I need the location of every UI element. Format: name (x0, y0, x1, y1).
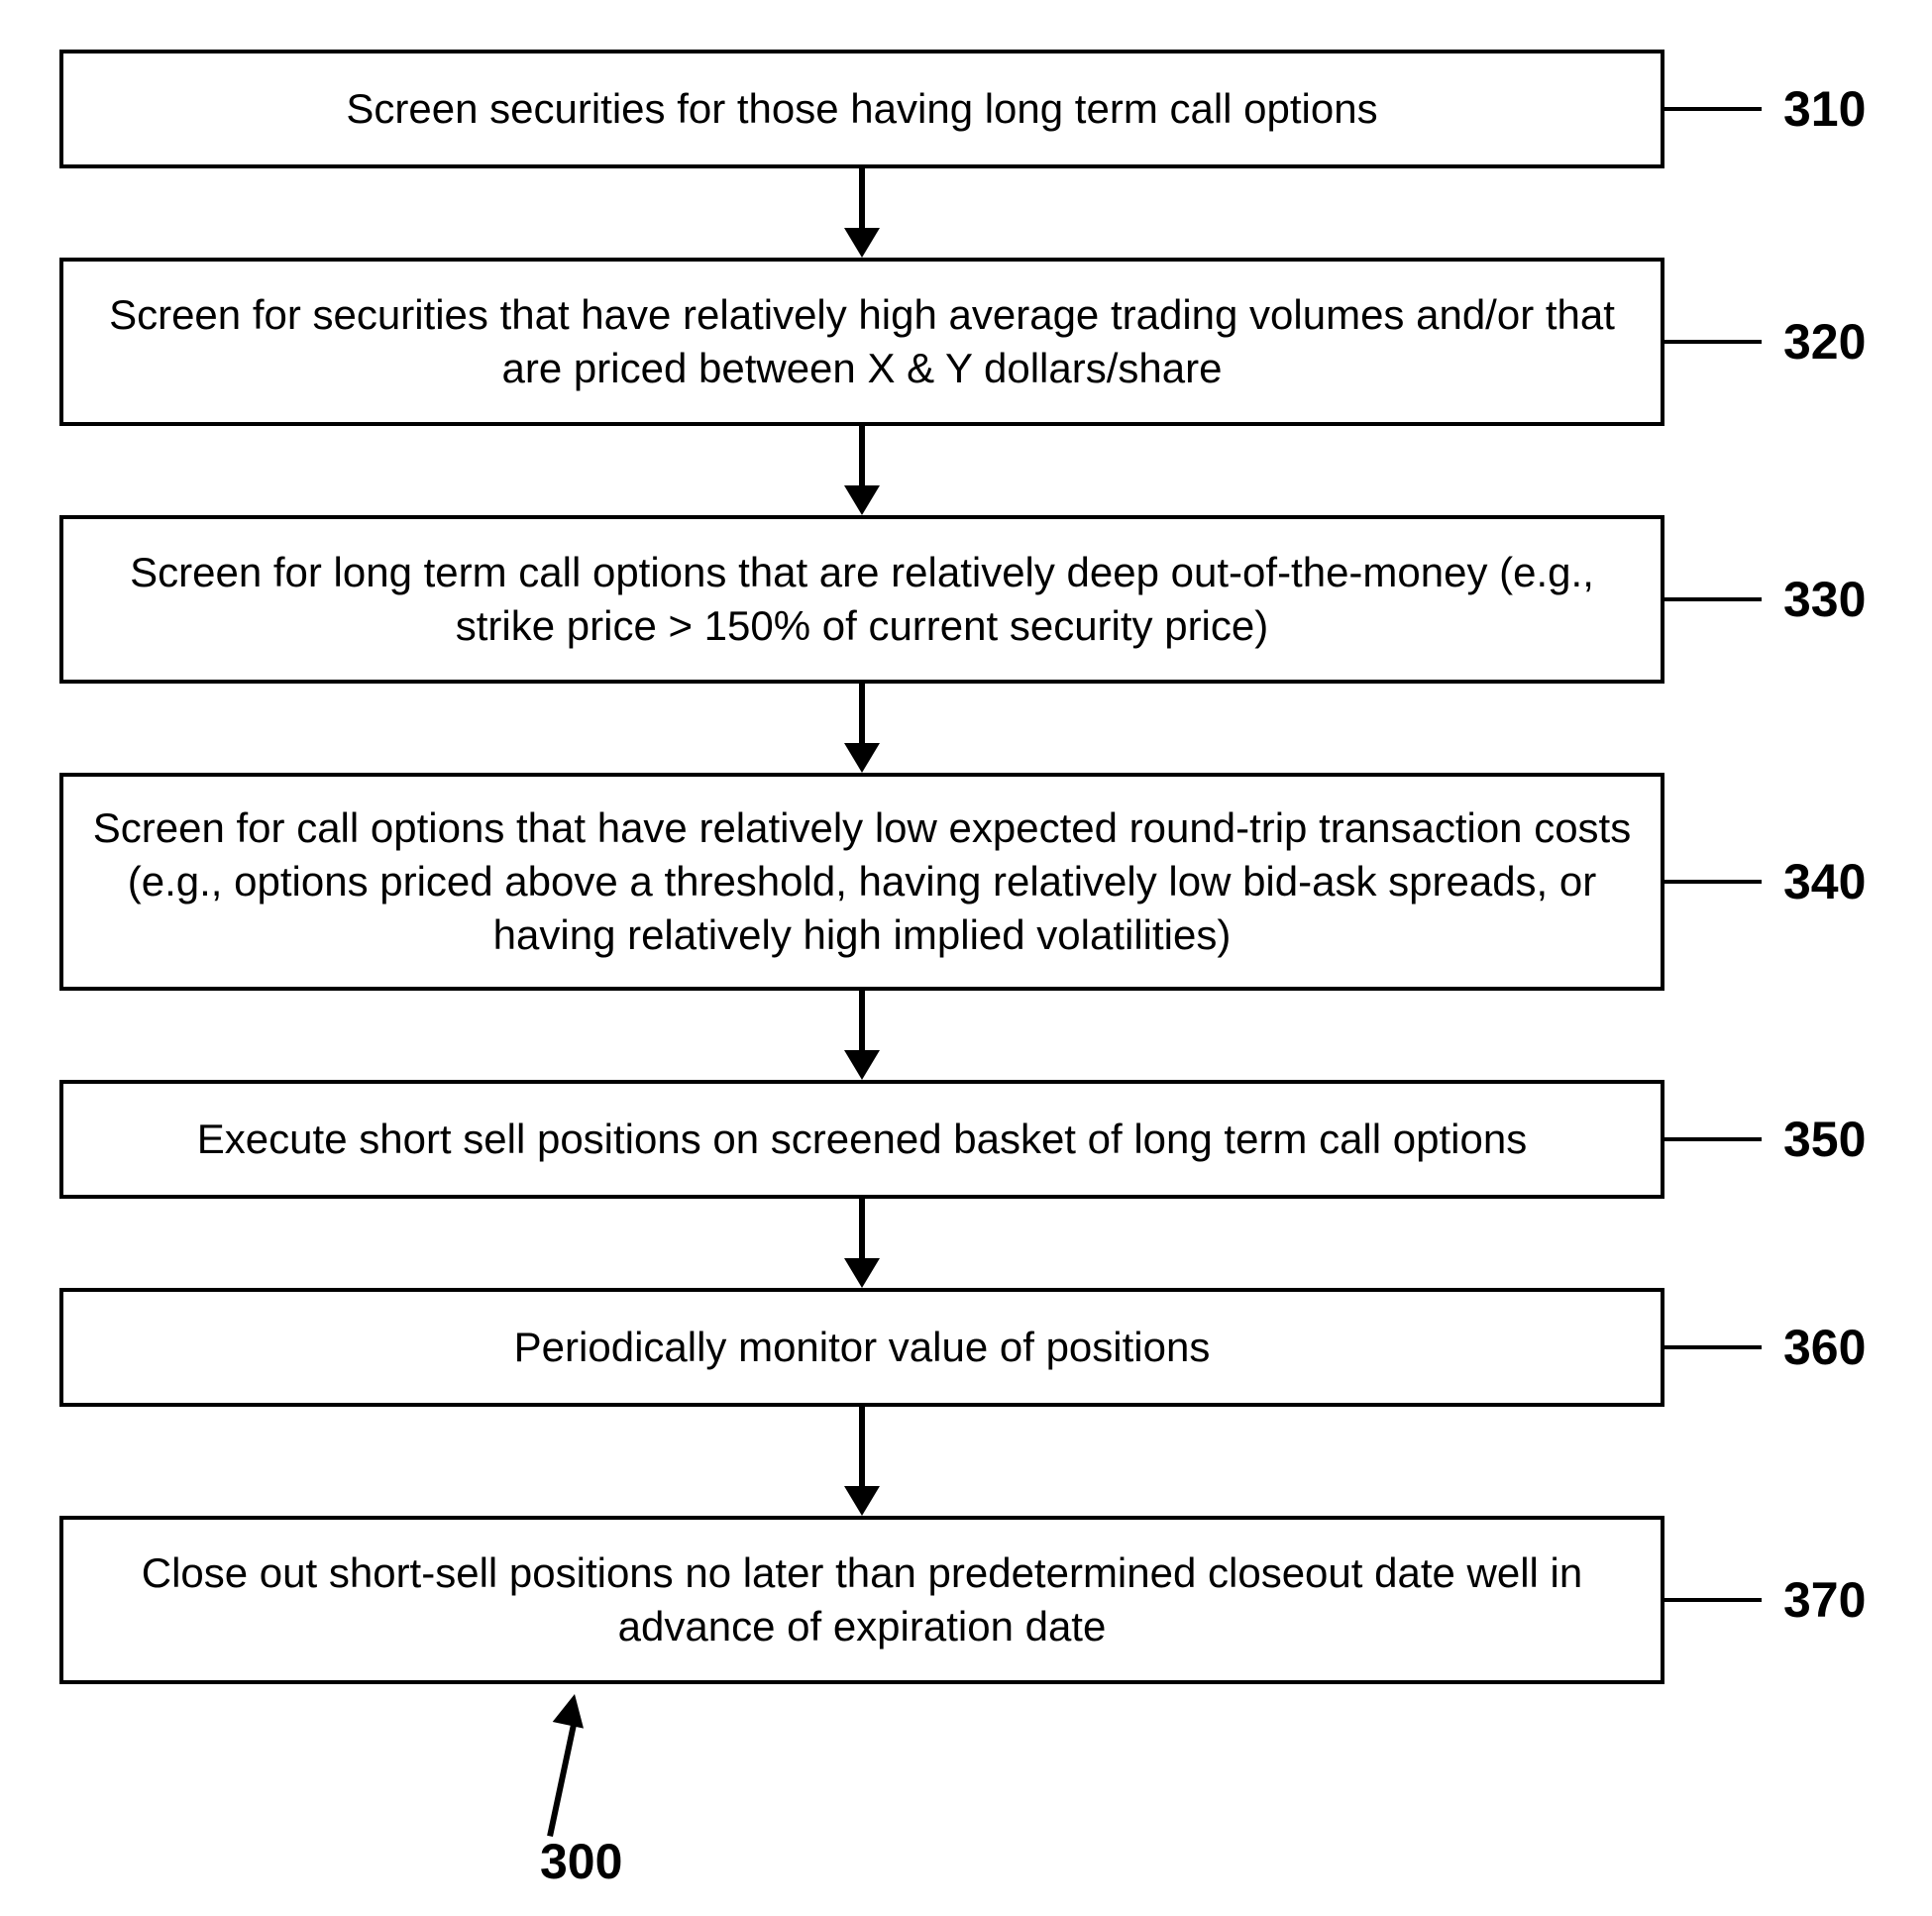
step-box-320: Screen for securities that have relative… (59, 258, 1664, 426)
step-label-330: 330 (1783, 571, 1866, 628)
leader-line-310 (1664, 107, 1762, 111)
leader-line-350 (1664, 1137, 1762, 1141)
leader-line-320 (1664, 340, 1762, 344)
step-text-310: Screen securities for those having long … (346, 82, 1377, 136)
step-label-350: 350 (1783, 1111, 1866, 1168)
flowchart-canvas: Screen securities for those having long … (0, 0, 1932, 1916)
arrow-head-330-340 (844, 743, 880, 773)
step-label-360: 360 (1783, 1319, 1866, 1376)
step-label-340: 340 (1783, 853, 1866, 910)
arrow-head-310-320 (844, 228, 880, 258)
leader-line-360 (1664, 1345, 1762, 1349)
step-box-360: Periodically monitor value of positions (59, 1288, 1664, 1407)
arrow-shaft-340-350 (859, 991, 865, 1050)
step-box-340: Screen for call options that have relati… (59, 773, 1664, 991)
leader-line-340 (1664, 880, 1762, 884)
arrow-shaft-360-370 (859, 1407, 865, 1486)
arrow-head-340-350 (844, 1050, 880, 1080)
leader-line-370 (1664, 1598, 1762, 1602)
step-label-370: 370 (1783, 1571, 1866, 1629)
arrow-shaft-320-330 (859, 426, 865, 485)
arrow-shaft-350-360 (859, 1199, 865, 1258)
step-label-310: 310 (1783, 80, 1866, 138)
step-box-310: Screen securities for those having long … (59, 50, 1664, 168)
arrow-head-350-360 (844, 1258, 880, 1288)
arrow-shaft-330-340 (859, 684, 865, 743)
figure-ref-label: 300 (540, 1833, 622, 1890)
step-label-320: 320 (1783, 313, 1866, 371)
figure-ref-arrow-shaft (547, 1719, 578, 1837)
step-text-350: Execute short sell positions on screened… (197, 1113, 1527, 1166)
step-box-370: Close out short-sell positions no later … (59, 1516, 1664, 1684)
arrow-head-360-370 (844, 1486, 880, 1516)
arrow-shaft-310-320 (859, 168, 865, 228)
step-text-340: Screen for call options that have relati… (91, 801, 1633, 961)
step-box-330: Screen for long term call options that a… (59, 515, 1664, 684)
step-text-370: Close out short-sell positions no later … (91, 1546, 1633, 1653)
step-text-330: Screen for long term call options that a… (91, 546, 1633, 653)
leader-line-330 (1664, 597, 1762, 601)
step-text-320: Screen for securities that have relative… (91, 288, 1633, 395)
arrow-head-320-330 (844, 485, 880, 515)
step-text-360: Periodically monitor value of positions (514, 1321, 1211, 1374)
step-box-350: Execute short sell positions on screened… (59, 1080, 1664, 1199)
